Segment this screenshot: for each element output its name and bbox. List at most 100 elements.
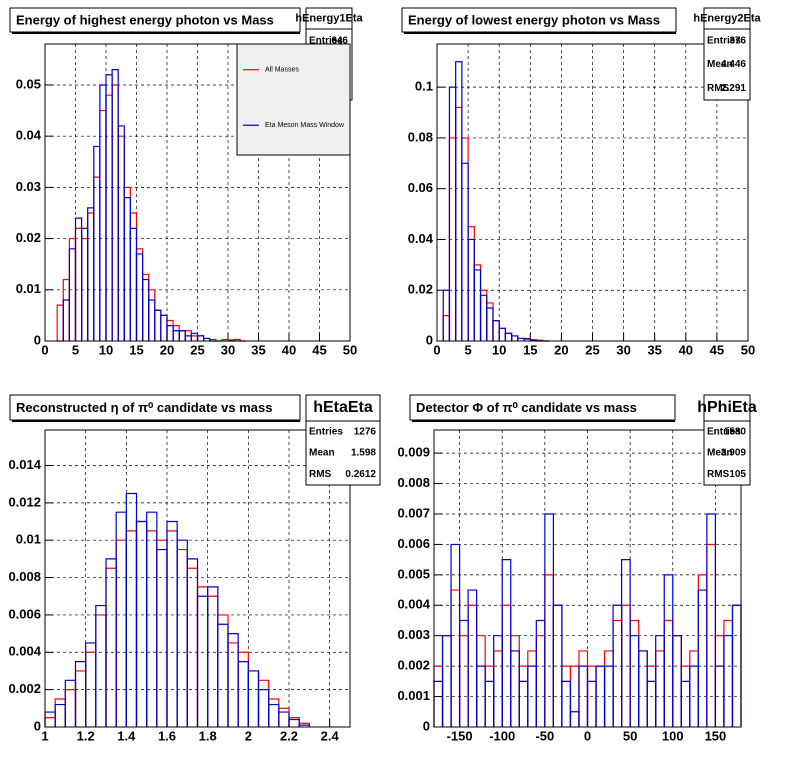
stats-box [703,7,751,101]
x-tick-label: 5 [72,342,79,357]
stats-value: 646 [331,35,348,46]
y-tick-label: 0.02 [16,230,41,245]
y-tick-label: 0.08 [408,129,433,144]
legend-box [236,43,351,156]
x-tick-label: 35 [647,342,661,357]
y-tick-label: 0.002 [397,658,430,673]
y-tick-label: 0.014 [8,457,41,472]
x-tick-label: 40 [282,342,296,357]
x-tick-label: 45 [312,342,326,357]
stats-title: hEnergy2Eta [693,12,761,24]
y-tick-label: 0.004 [8,644,41,659]
x-tick-label: 20 [554,342,568,357]
chart-title: Detector Φ of π⁰ candidate vs mass [416,400,637,415]
chart-title: Energy of highest energy photon vs Mass [16,12,274,27]
x-tick-label: 25 [585,342,599,357]
x-tick-label: 10 [99,342,113,357]
y-tick-label: 0.04 [16,128,42,143]
histogram-bin [501,559,512,727]
title-box [409,394,676,421]
x-tick-label: 5 [464,342,471,357]
x-tick-label: -150 [447,728,473,743]
histogram-bin [561,680,572,727]
stats-title: hPhiEta [697,399,757,416]
y-tick-label: 0.06 [408,180,433,195]
stats-label: Entries [707,35,741,46]
y-tick-label: 0.01 [16,532,41,547]
y-tick-label: 0.009 [397,445,430,460]
x-tick-label: 30 [616,342,630,357]
stats-label: Mean [707,59,733,70]
stats-title: hEnergy1Eta [295,12,363,24]
y-tick-label: 0 [34,718,41,733]
y-tick-label: 0.02 [408,282,433,297]
y-tick-label: 0 [423,718,430,733]
x-tick-label: 45 [710,342,724,357]
y-tick-label: 0.04 [408,231,434,246]
stats-value: 4.446 [721,59,746,70]
title-box [401,7,677,33]
x-tick-label: 1.2 [77,728,95,743]
histogram-bin [467,589,478,727]
histogram-bin [552,604,563,727]
x-tick-label: 1.4 [117,728,136,743]
y-tick-label: 0 [426,332,433,347]
histogram-bin [233,338,241,341]
x-tick-label: 1.8 [199,728,217,743]
chart-title: Energy of lowest energy photon vs Mass [408,12,660,27]
y-tick-label: 0.008 [8,569,41,584]
y-tick-label: 0.002 [8,681,41,696]
stats-label: Entries [309,35,343,46]
x-tick-label: 50 [741,342,755,357]
y-tick-label: 0.004 [397,597,430,612]
y-tick-label: 0.008 [397,475,430,490]
stats-label: Mean [309,448,335,459]
legend-label: Eta Meson Mass Window [265,122,345,129]
x-tick-label: 10 [492,342,506,357]
x-tick-label: 2.2 [280,728,298,743]
y-tick-label: 0.006 [8,606,41,621]
stats-value: 2.291 [721,83,746,94]
x-tick-label: 0 [433,342,440,357]
x-tick-label: 100 [662,728,684,743]
plot-border [436,43,749,342]
stats-title: hEtaEta [313,399,373,416]
x-tick-label: 15 [129,342,143,357]
y-tick-label: 0 [34,332,41,347]
stats-value: 3.909 [721,448,746,459]
histogram-bin [203,337,211,341]
legend-label: All Masses [265,67,299,74]
y-tick-label: 0.001 [397,688,430,703]
y-tick-label: 0.007 [397,505,430,520]
stats-value: 0.2612 [345,469,376,480]
x-tick-label: 1.6 [158,728,176,743]
y-tick-label: 0.01 [16,281,41,296]
x-tick-label: 50 [623,728,637,743]
y-tick-label: 0.03 [16,179,41,194]
x-tick-label: 40 [679,342,693,357]
histogram-bin [298,724,310,727]
chart-title: Reconstructed η of π⁰ candidate vs mass [16,400,272,415]
x-tick-label: -50 [535,728,554,743]
x-tick-label: -100 [489,728,515,743]
x-tick-label: 15 [523,342,537,357]
y-tick-label: 0.006 [397,536,430,551]
stats-label: RMS [309,469,332,480]
stats-value: 1276 [354,426,377,437]
x-tick-label: 30 [221,342,235,357]
x-tick-label: 2 [245,728,252,743]
x-tick-label: 0 [41,342,48,357]
y-tick-label: 0.1 [415,79,433,94]
y-tick-label: 0.012 [8,494,41,509]
histogram-bin [706,513,717,727]
stats-value: 376 [729,35,746,46]
y-tick-label: 0.005 [397,566,430,581]
x-tick-label: 20 [160,342,174,357]
histogram-bin [288,718,300,727]
x-tick-label: 35 [251,342,265,357]
y-tick-label: 0.05 [16,76,41,91]
stats-value: 1.598 [351,448,376,459]
stats-value: 1580 [724,426,747,437]
x-tick-label: 2.4 [321,728,340,743]
